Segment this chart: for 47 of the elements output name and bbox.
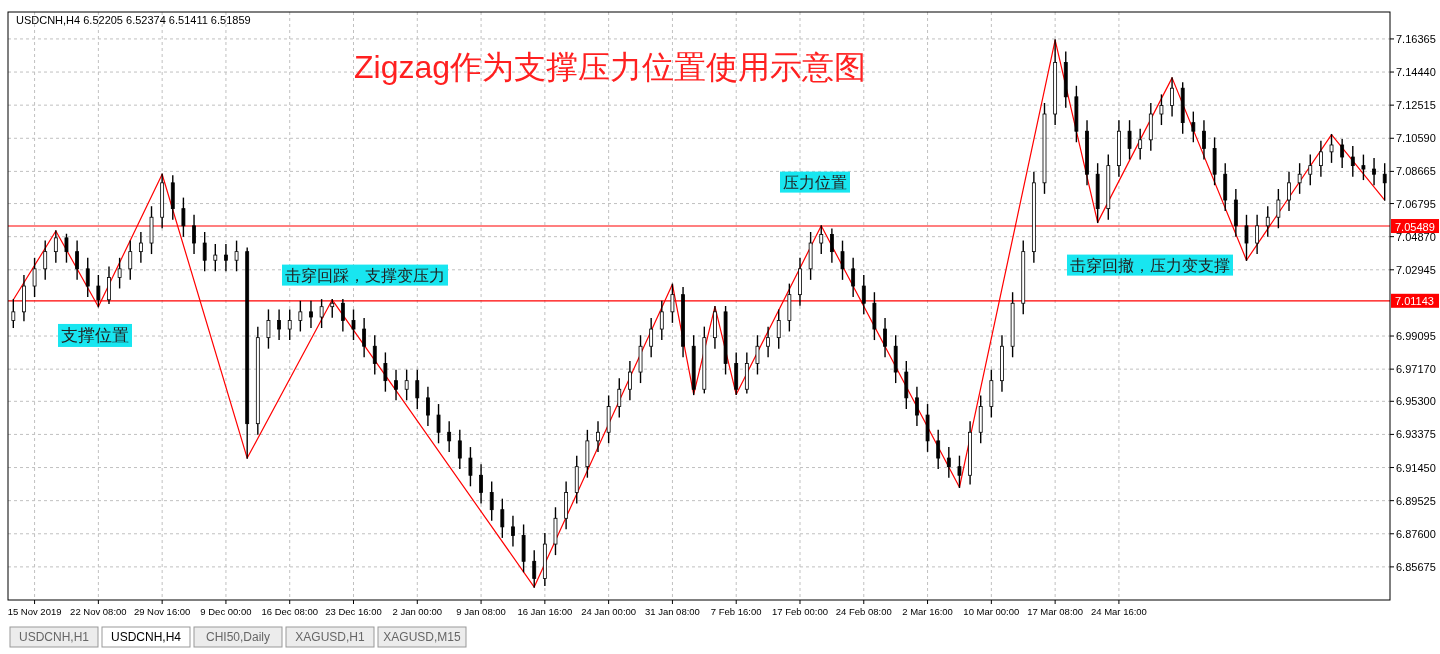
- y-tick-label: 7.10590: [1396, 132, 1436, 145]
- x-tick-label: 9 Dec 00:00: [200, 606, 252, 617]
- x-tick-label: 31 Jan 08:00: [644, 606, 700, 617]
- x-tick-label: 15 Nov 2019: [7, 606, 62, 617]
- annotation: USDCNH,H4 6.52205 6.52374 6.51411 6.51859: [16, 14, 251, 26]
- annotation: 击穿回撤，压力变支撑: [1070, 256, 1230, 274]
- ref-line-label: 7.05489: [1395, 220, 1435, 233]
- x-tick-label: 24 Mar 16:00: [1090, 606, 1147, 617]
- text: CHI50,Daily: [205, 630, 271, 644]
- y-tick-label: 6.87600: [1396, 527, 1436, 540]
- x-tick-label: 16 Jan 16:00: [517, 606, 573, 617]
- y-tick-label: 6.85675: [1396, 560, 1436, 573]
- ref-line-label: 7.01143: [1395, 295, 1434, 308]
- x-tick-label: 10 Mar 00:00: [963, 606, 1020, 617]
- y-tick-label: 7.12515: [1396, 99, 1436, 112]
- x-tick-label: 2 Jan 00:00: [392, 606, 443, 617]
- x-tick-label: 7 Feb 16:00: [710, 606, 762, 617]
- annotation: 支撑位置: [61, 325, 129, 345]
- y-tick-label: 6.95300: [1396, 395, 1436, 408]
- x-tick-label: 9 Jan 08:00: [456, 606, 506, 617]
- x-tick-label: 29 Nov 16:00: [133, 606, 191, 617]
- text: USDCNH,H4: [110, 630, 182, 644]
- text: Zigzag作为支撑压力位置使用示意图: [353, 49, 867, 85]
- y-tick-label: 6.93375: [1396, 428, 1436, 441]
- text: XAGUSD,M15: [383, 630, 461, 644]
- y-tick-label: 7.08665: [1396, 165, 1436, 178]
- y-tick-label: 7.02945: [1396, 263, 1436, 276]
- x-tick-label: 24 Feb 08:00: [835, 606, 892, 617]
- x-tick-label: 17 Mar 08:00: [1027, 606, 1084, 617]
- x-tick-label: 2 Mar 16:00: [902, 606, 953, 617]
- y-tick-label: 6.99095: [1396, 330, 1436, 343]
- annotation: 击穿回踩，支撑变压力: [285, 266, 445, 284]
- x-tick-label: 22 Nov 08:00: [70, 606, 127, 617]
- y-tick-label: 6.91450: [1396, 461, 1436, 474]
- x-tick-label: 16 Dec 08:00: [261, 606, 318, 617]
- y-tick-label: 7.06795: [1396, 197, 1436, 210]
- text: USDCNH,H1: [18, 630, 90, 644]
- y-tick-label: 7.14440: [1396, 66, 1436, 79]
- text: XAGUSD,H1: [295, 630, 365, 644]
- x-tick-label: 17 Feb 00:00: [771, 606, 828, 617]
- y-tick-label: 7.04870: [1396, 230, 1436, 243]
- x-tick-label: 24 Jan 00:00: [581, 606, 637, 617]
- x-tick-label: 23 Dec 16:00: [325, 606, 382, 617]
- annotation: 压力位置: [783, 173, 847, 191]
- y-tick-label: 6.89525: [1396, 494, 1436, 507]
- y-tick-label: 6.97170: [1396, 363, 1436, 376]
- y-tick-label: 7.16365: [1396, 32, 1436, 45]
